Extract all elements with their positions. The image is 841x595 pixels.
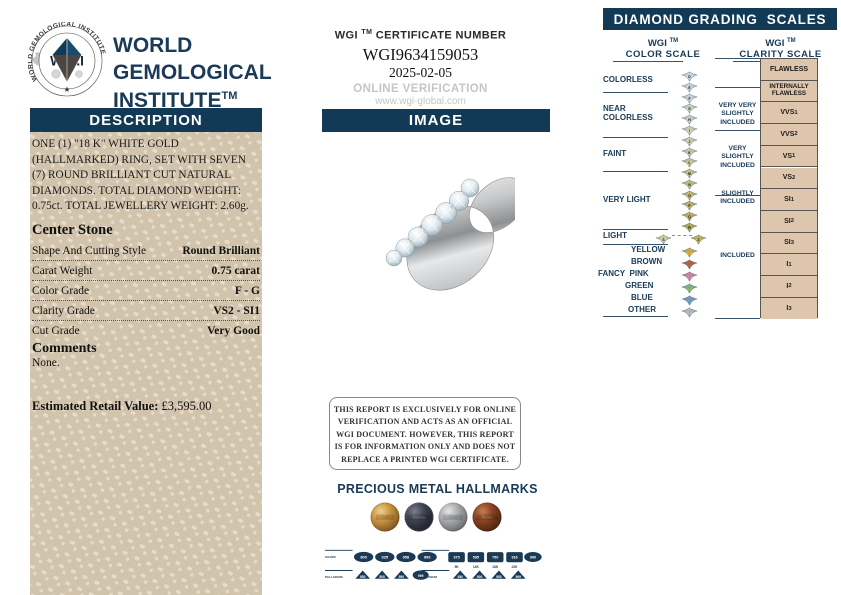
svg-text:925: 925 <box>382 555 389 560</box>
svg-text:PALLADIUM: PALLADIUM <box>325 575 343 579</box>
svg-text:18K: 18K <box>492 565 499 569</box>
svg-text:900: 900 <box>477 575 483 579</box>
svg-text:999: 999 <box>424 555 431 560</box>
svg-text:22K: 22K <box>511 565 518 569</box>
svg-text:K: K <box>688 150 691 154</box>
svg-text:SILVER: SILVER <box>325 555 336 559</box>
svg-text:950: 950 <box>399 575 405 579</box>
svg-text:D: D <box>688 75 691 79</box>
svg-text:Gold: Gold <box>381 516 388 520</box>
svg-text:J: J <box>688 140 690 144</box>
svg-text:O: O <box>688 194 691 198</box>
svg-text:950: 950 <box>360 575 366 579</box>
svg-text:Silver: Silver <box>449 516 458 520</box>
svg-text:950: 950 <box>496 575 502 579</box>
svg-text:★: ★ <box>63 85 70 94</box>
svg-text:916: 916 <box>511 556 517 560</box>
svg-text:I: I <box>689 129 690 133</box>
svg-text:999: 999 <box>418 574 424 578</box>
svg-text:14K: 14K <box>473 565 480 569</box>
svg-text:999: 999 <box>515 575 521 579</box>
svg-text:G: G <box>688 107 691 111</box>
svg-text:H: H <box>688 118 691 122</box>
svg-text:9K: 9K <box>454 565 459 569</box>
svg-text:Platinum: Platinum <box>413 516 426 520</box>
svg-text:990: 990 <box>530 556 536 560</box>
svg-text:800: 800 <box>360 555 367 560</box>
svg-text:950: 950 <box>457 575 463 579</box>
svg-text:R: R <box>688 226 691 230</box>
svg-text:750: 750 <box>492 556 498 560</box>
svg-text:585: 585 <box>473 556 479 560</box>
svg-text:M: M <box>688 172 691 176</box>
svg-text:958: 958 <box>403 555 410 560</box>
svg-text:375: 375 <box>453 556 459 560</box>
svg-text:N: N <box>688 183 691 187</box>
svg-text:Bronze: Bronze <box>482 516 493 520</box>
svg-text:Q: Q <box>688 215 691 219</box>
svg-text:500: 500 <box>379 575 385 579</box>
